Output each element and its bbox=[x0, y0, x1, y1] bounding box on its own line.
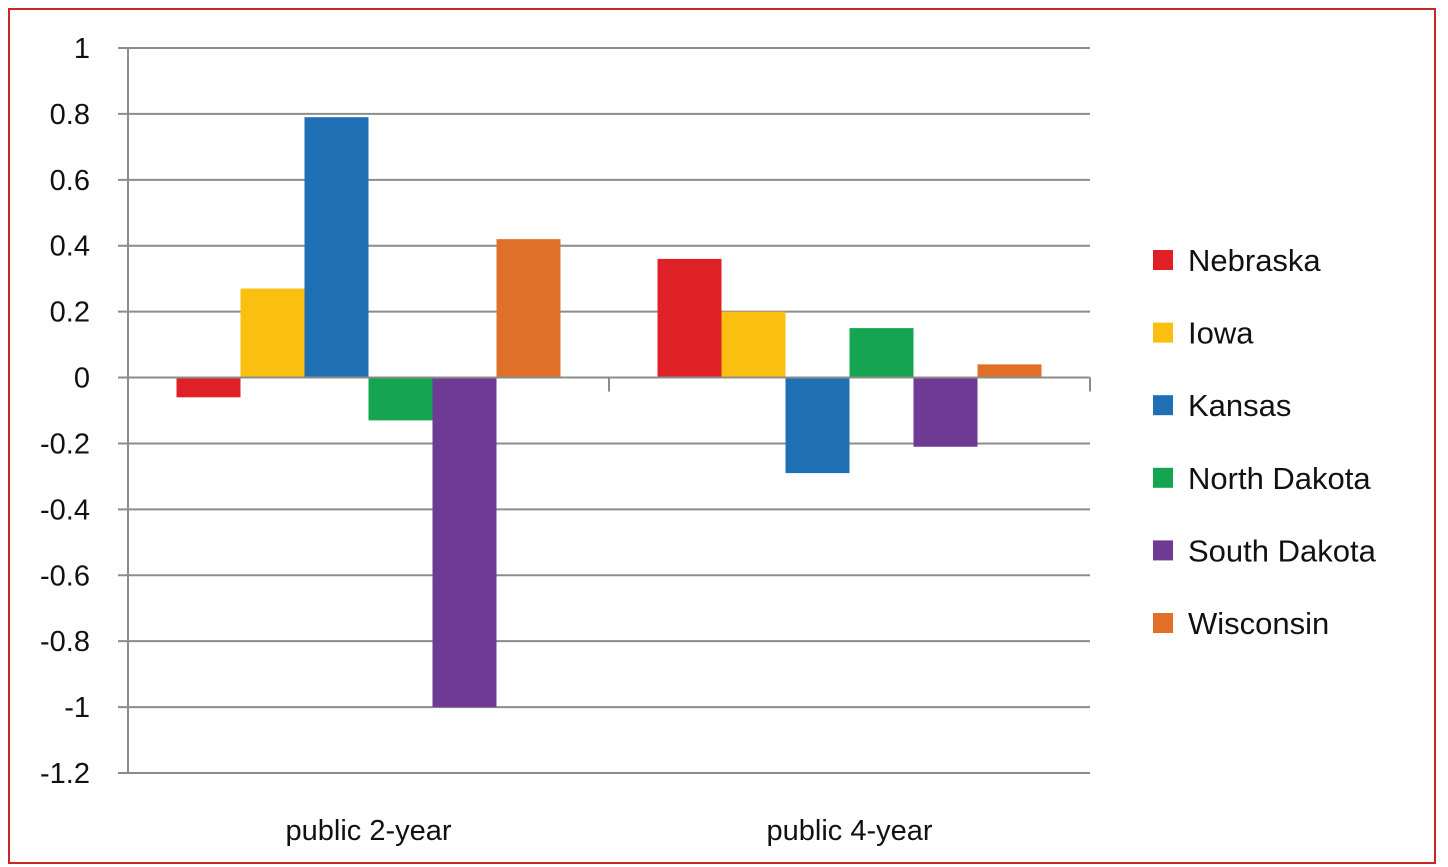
y-tick-label: 0.2 bbox=[50, 297, 90, 329]
bar-wisconsin-2 bbox=[977, 364, 1042, 378]
chart-frame bbox=[8, 8, 1436, 864]
y-tick-label: -0.2 bbox=[40, 428, 90, 460]
x-category-label: public 4-year bbox=[766, 815, 932, 847]
y-tick-label: -0.4 bbox=[40, 494, 90, 526]
y-tick-label: 1 bbox=[74, 33, 90, 65]
bar-wisconsin-1 bbox=[496, 239, 561, 378]
legend-swatch bbox=[1153, 322, 1173, 343]
legend-label: South Dakota bbox=[1188, 533, 1377, 568]
legend-label: Kansas bbox=[1188, 388, 1291, 423]
bar-iowa-2 bbox=[721, 311, 786, 378]
bar-north-dakota-2 bbox=[849, 328, 914, 378]
y-tick-label: 0.6 bbox=[50, 165, 90, 197]
y-tick-labels: -1.2 -1 -0.8 -0.6 -0.4 -0.2 0 0.2 0.4 0.6 0.8 1 bbox=[40, 33, 90, 790]
legend-label: Nebraska bbox=[1188, 243, 1321, 278]
y-tick-label: -1.2 bbox=[40, 758, 90, 790]
legend-swatch bbox=[1153, 395, 1173, 416]
legend-label: Wisconsin bbox=[1188, 606, 1329, 641]
bar-kansas-1 bbox=[304, 117, 369, 378]
legend-swatch bbox=[1153, 250, 1173, 270]
legend-swatch bbox=[1153, 540, 1173, 561]
y-tick-label: 0.8 bbox=[50, 99, 90, 131]
bars bbox=[176, 117, 1042, 708]
y-tick-label: -0.6 bbox=[40, 560, 90, 592]
bar-south-dakota-2 bbox=[913, 377, 978, 447]
x-category-labels: public 2-year public 4-year bbox=[285, 815, 932, 847]
bar-nebraska-2 bbox=[657, 258, 722, 378]
legend-swatch bbox=[1153, 613, 1173, 633]
bar-south-dakota-1 bbox=[432, 377, 497, 708]
legend-label: North Dakota bbox=[1188, 461, 1371, 496]
axes bbox=[127, 48, 1091, 773]
y-tick-label: 0.4 bbox=[50, 231, 90, 263]
y-tick-label: -1 bbox=[64, 692, 90, 724]
y-tick-label: -0.8 bbox=[40, 626, 90, 658]
x-category-label: public 2-year bbox=[285, 815, 451, 847]
bar-kansas-2 bbox=[785, 377, 850, 474]
legend: Nebraska Iowa Kansas North Dakota South Dako… bbox=[1153, 243, 1377, 641]
legend-swatch bbox=[1153, 467, 1173, 488]
bar-iowa-1 bbox=[240, 288, 305, 378]
legend-label: Iowa bbox=[1188, 316, 1254, 351]
y-tick-label: 0 bbox=[74, 363, 90, 395]
bar-nebraska-1 bbox=[176, 377, 241, 398]
bar-north-dakota-1 bbox=[368, 377, 433, 421]
